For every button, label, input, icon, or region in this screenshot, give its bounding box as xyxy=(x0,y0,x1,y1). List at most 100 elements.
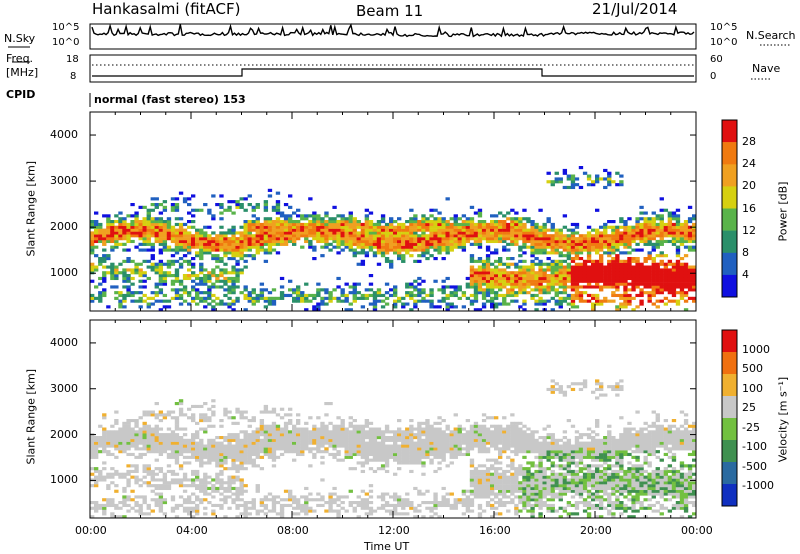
heatmap-cell xyxy=(417,293,422,298)
heatmap-cell xyxy=(235,495,240,499)
heatmap-cell xyxy=(421,433,426,437)
heatmap-cell xyxy=(94,265,99,269)
heatmap-cell xyxy=(251,257,256,261)
heatmap-cell xyxy=(275,242,281,246)
heatmap-cell xyxy=(368,433,374,437)
heatmap-cell xyxy=(417,447,422,451)
heatmap-cell xyxy=(126,285,131,289)
heatmap-cell xyxy=(215,475,220,479)
heatmap-cell xyxy=(130,234,135,238)
heatmap-cell xyxy=(231,282,236,286)
heatmap-cell xyxy=(360,461,366,465)
heatmap-cell xyxy=(283,239,289,244)
heatmap-cell xyxy=(275,203,281,207)
heatmap-cell xyxy=(627,228,632,232)
heatmap-cell xyxy=(178,450,184,454)
heatmap-cell xyxy=(251,225,256,229)
heatmap-cell xyxy=(235,268,240,272)
heatmap-cell xyxy=(247,299,252,303)
heatmap-cell xyxy=(449,461,454,465)
heatmap-cell xyxy=(271,452,277,457)
heatmap-cell xyxy=(300,450,305,454)
heatmap-cell xyxy=(542,242,547,246)
heatmap-cell xyxy=(114,444,119,448)
heatmap-cell xyxy=(558,268,563,272)
heatmap-cell xyxy=(288,447,293,451)
heatmap-cell xyxy=(441,285,446,289)
heatmap-cell xyxy=(146,222,151,227)
heatmap-cell xyxy=(417,225,422,229)
heatmap-cell xyxy=(158,220,164,224)
heatmap-cell xyxy=(178,239,184,244)
heatmap-cell xyxy=(635,242,640,246)
heatmap-cell xyxy=(457,225,462,229)
heatmap-cell xyxy=(449,430,454,434)
heatmap-cell xyxy=(578,268,584,272)
heatmap-cell xyxy=(182,222,188,227)
heatmap-cell xyxy=(473,489,479,493)
heatmap-cell xyxy=(110,441,115,445)
heatmap-cell xyxy=(154,231,159,235)
heatmap-cell xyxy=(368,501,374,505)
heatmap-cell xyxy=(409,208,414,212)
heatmap-cell xyxy=(558,265,563,269)
heatmap-cell xyxy=(655,288,660,292)
heatmap-cell xyxy=(138,452,143,457)
heatmap-cell xyxy=(166,225,172,229)
heatmap-cell xyxy=(191,242,196,246)
heatmap-cell xyxy=(550,285,555,289)
heatmap-cell xyxy=(639,211,644,215)
heatmap-cell xyxy=(413,305,418,309)
heatmap-cell xyxy=(473,271,479,275)
heatmap-cell xyxy=(437,251,442,255)
heatmap-cell xyxy=(211,231,216,235)
heatmap-cell xyxy=(142,228,147,232)
heatmap-cell xyxy=(94,228,99,232)
heatmap-cell xyxy=(106,217,111,221)
heatmap-cell xyxy=(187,291,192,295)
heatmap-cell xyxy=(239,489,244,493)
heatmap-cell xyxy=(554,271,559,275)
heatmap-cell xyxy=(417,228,422,232)
heatmap-cell xyxy=(308,239,313,244)
heatmap-cell xyxy=(247,291,252,295)
heatmap-cell xyxy=(98,506,103,510)
heatmap-cell xyxy=(178,282,184,286)
heatmap-cell xyxy=(603,222,608,227)
heatmap-cell xyxy=(259,438,265,442)
heatmap-cell xyxy=(368,248,374,252)
heatmap-cell xyxy=(522,228,527,232)
heatmap-cell xyxy=(485,291,491,295)
heatmap-cell xyxy=(178,484,184,488)
heatmap-cell xyxy=(223,239,228,244)
heatmap-cell xyxy=(639,234,644,238)
heatmap-cell xyxy=(340,231,345,235)
heatmap-cell xyxy=(643,279,648,283)
heatmap-cell xyxy=(635,222,640,227)
heatmap-cell xyxy=(146,506,151,510)
heatmap-cell xyxy=(542,231,547,235)
heatmap-cell xyxy=(591,305,596,309)
heatmap-cell xyxy=(591,296,596,300)
heatmap-cell xyxy=(469,444,475,448)
heatmap-cell xyxy=(348,438,353,442)
heatmap-cell xyxy=(441,257,446,261)
heatmap-cell xyxy=(494,237,499,241)
heatmap-cell xyxy=(393,237,398,241)
heatmap-cell xyxy=(506,222,511,227)
heatmap-cell xyxy=(243,515,248,519)
heatmap-cell xyxy=(477,515,483,519)
heatmap-cell xyxy=(352,438,357,442)
heatmap-cell xyxy=(227,257,232,261)
heatmap-cell xyxy=(623,222,628,227)
heatmap-cell xyxy=(514,299,519,303)
heatmap-cell xyxy=(279,234,285,238)
heatmap-cell xyxy=(211,413,216,417)
heatmap-cell xyxy=(150,248,155,252)
heatmap-cell xyxy=(275,234,281,238)
heatmap-cell xyxy=(130,228,135,232)
heatmap-cell xyxy=(191,220,196,224)
heatmap-cell xyxy=(675,248,681,252)
heatmap-cell xyxy=(603,285,608,289)
heatmap-cell xyxy=(595,174,600,178)
